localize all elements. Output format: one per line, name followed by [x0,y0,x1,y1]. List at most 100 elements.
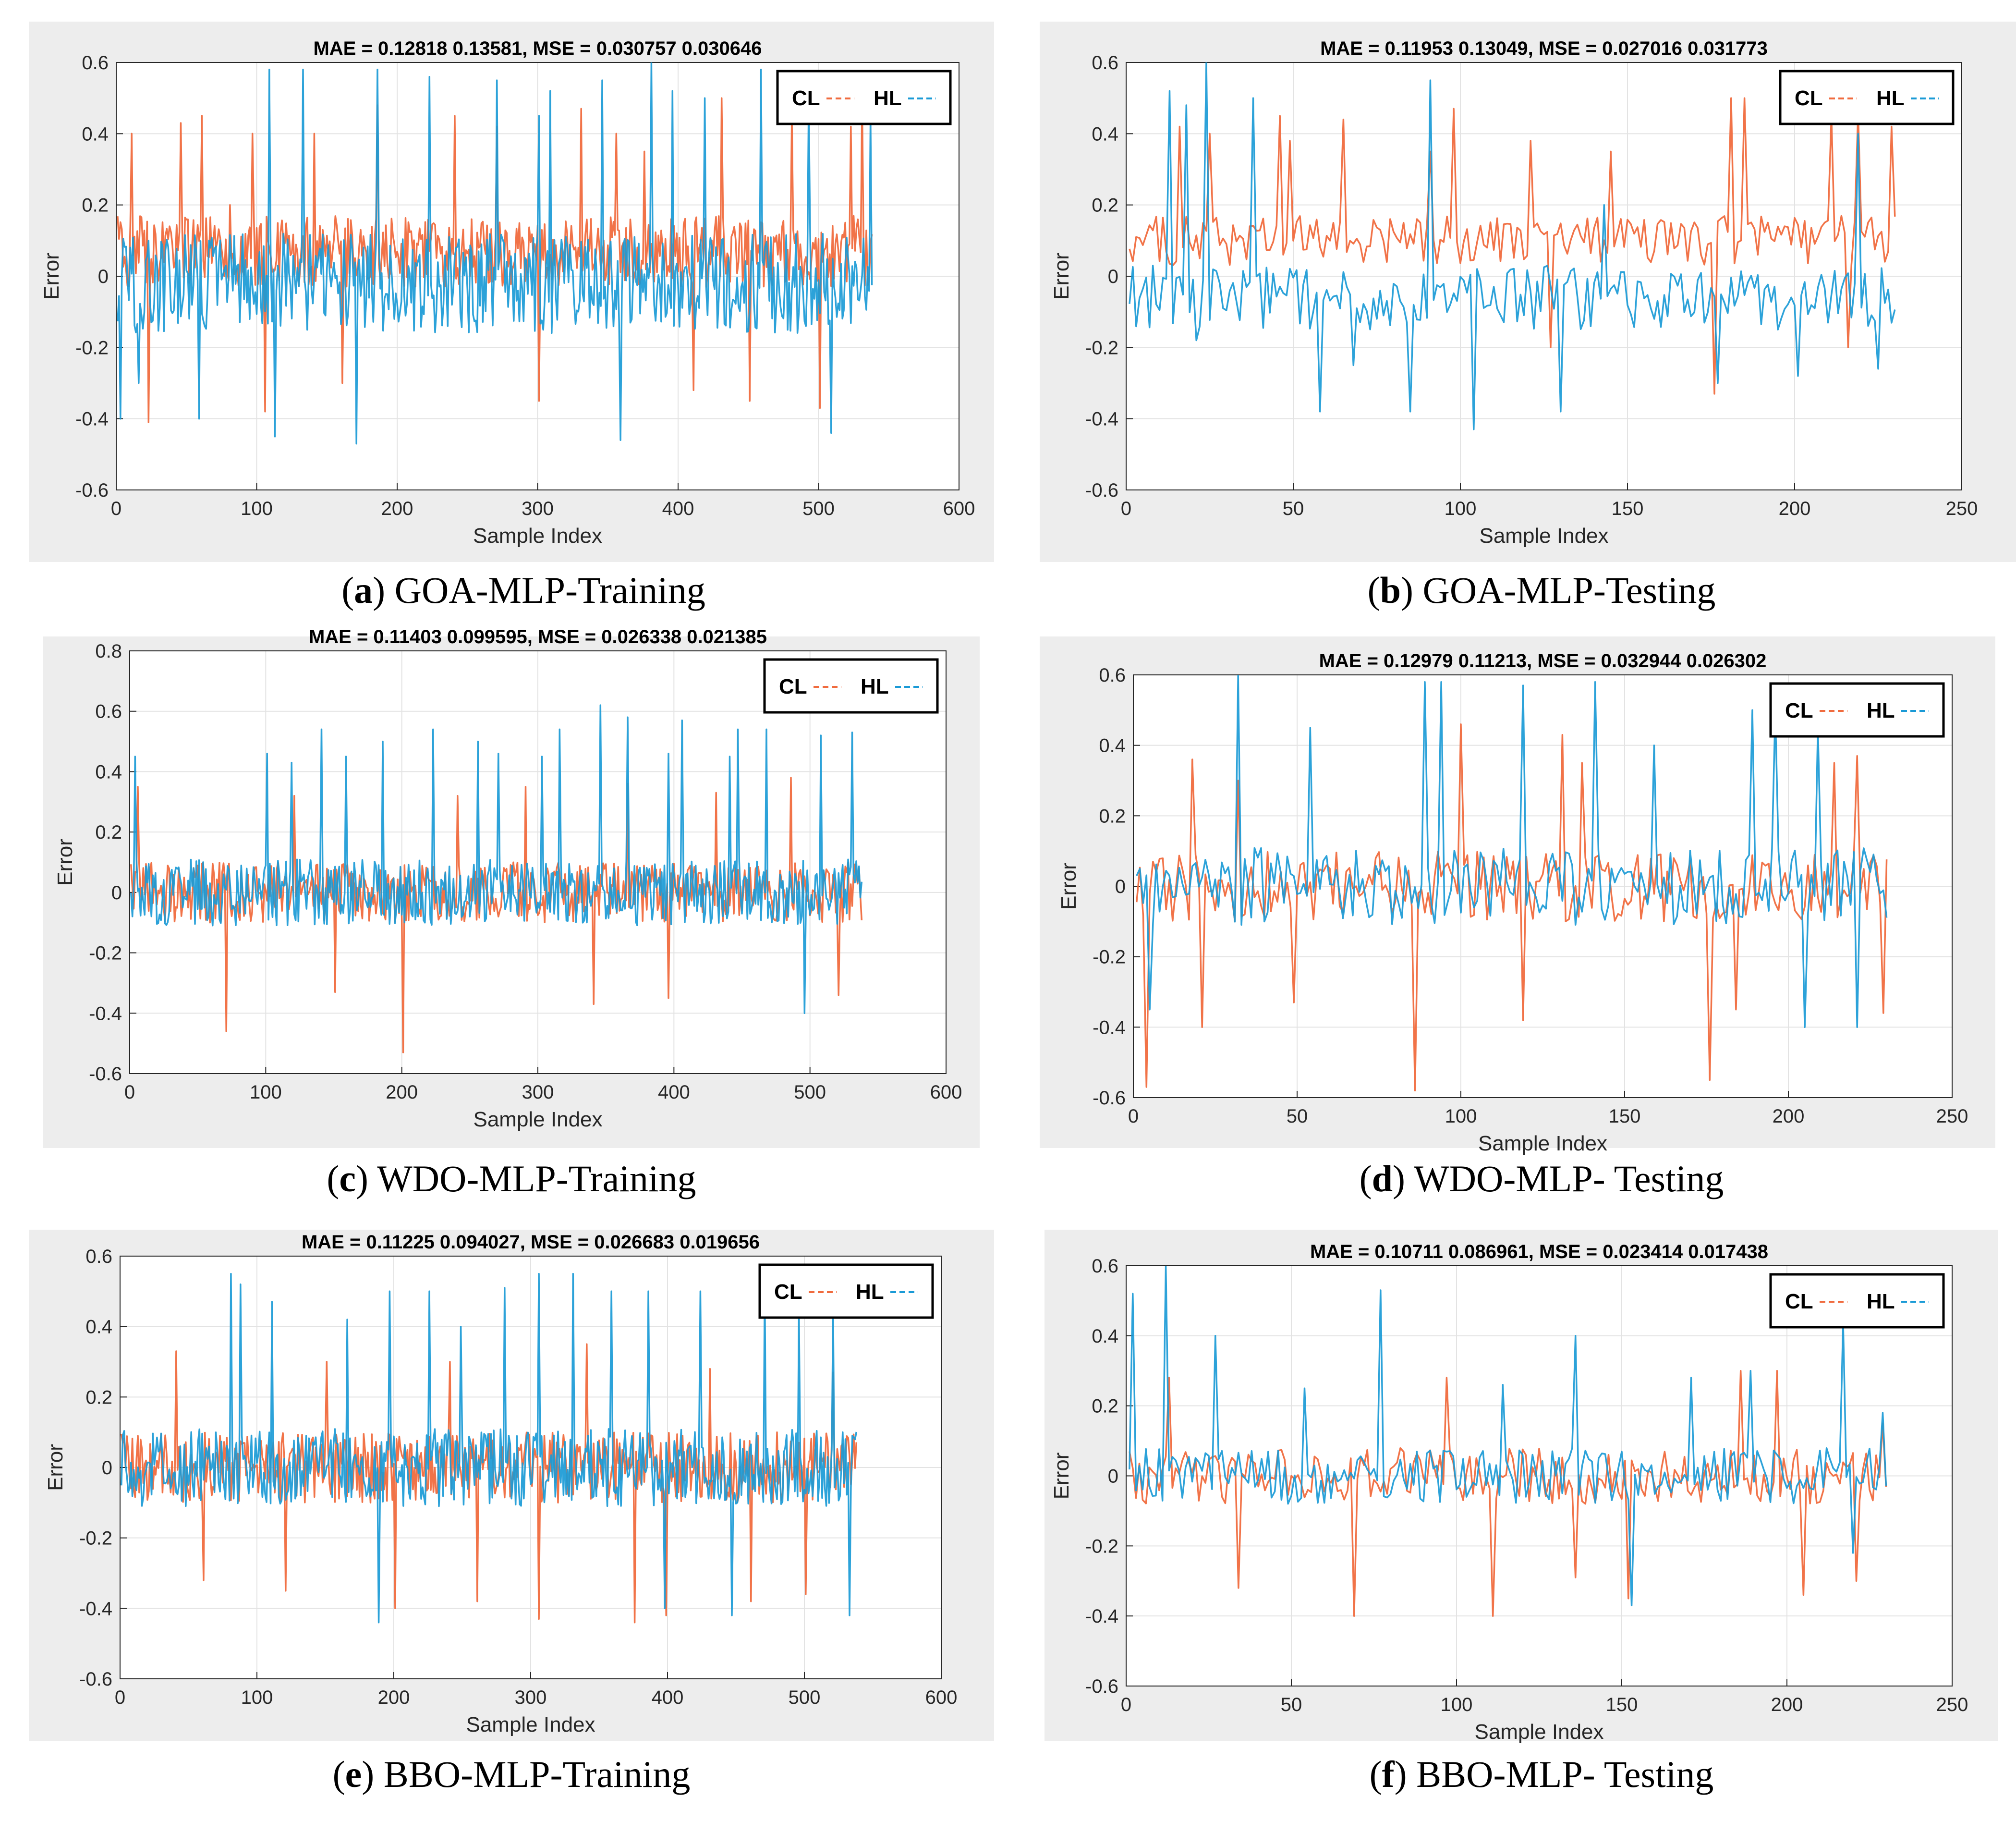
x-tick-label: 250 [1936,1106,1968,1127]
legend-label-cl: CL [774,1280,802,1304]
y-tick-label: 0.6 [85,1246,112,1267]
caption-open-paren: ( [327,1158,339,1199]
x-tick-label: 0 [1128,1106,1139,1127]
chart-panel-e: 0 100 200 300 400 500 600 -0.6 -0.4 -0.2 0 0.2 0.4 0.… [29,1230,994,1795]
x-axis-label: Sample Index [473,1108,602,1131]
x-tick-label: 200 [381,498,413,519]
legend: CL HL [1769,682,1945,738]
x-axis-label: Sample Index [1474,1720,1603,1744]
x-tick-label: 600 [930,1082,962,1103]
y-tick-label: 0.2 [1099,806,1126,827]
legend: CL HL [763,658,939,714]
x-tick-label: 300 [515,1687,547,1708]
y-tick-label: -0.2 [89,943,122,964]
y-tick-label: 0 [111,882,122,904]
panel-caption: (f) BBO-MLP- Testing [1370,1753,1714,1795]
x-tick-label: 0 [1121,498,1131,519]
plot-frame [1126,1265,1953,1687]
metrics-title: MAE = 0.12818 0.13581, MSE = 0.030757 0.… [313,38,762,59]
x-tick-label: 150 [1609,1106,1641,1127]
legend-label-hl: HL [1867,1290,1895,1313]
y-tick-label: 0.6 [95,701,122,722]
y-tick-label: -0.4 [1085,409,1118,430]
legend-label-cl: CL [1795,86,1823,110]
y-axis-label: Error [44,1444,67,1491]
y-tick-label: 0 [102,1457,112,1479]
y-tick-label: -0.6 [1093,1088,1126,1109]
legend-label-hl: HL [874,86,902,110]
caption-text: BBO-MLP- Testing [1407,1753,1714,1795]
caption-letter: d [1372,1158,1393,1199]
y-tick-label: 0 [1108,1466,1118,1487]
legend-label-hl: HL [1876,86,1905,110]
x-tick-label: 200 [386,1082,418,1103]
caption-letter: f [1382,1753,1395,1795]
x-tick-label: 500 [802,498,835,519]
plot-frame [129,650,947,1074]
y-tick-label: -0.6 [75,480,109,501]
x-tick-label: 300 [522,498,554,519]
y-tick-label: -0.4 [1093,1017,1126,1038]
caption-text: WDO-MLP- Testing [1405,1158,1724,1199]
chart-panel-a: 0 100 200 300 400 500 600 -0.6 -0.4 -0.2 0 0.2 0.4 0.… [29,22,994,611]
y-tick-label: 0.4 [85,1317,112,1338]
x-tick-label: 50 [1283,498,1304,519]
x-tick-label: 0 [111,498,121,519]
metrics-title: MAE = 0.12979 0.11213, MSE = 0.032944 0.… [1319,650,1767,672]
caption-close-paren: ) [1401,569,1413,611]
x-tick-label: 500 [789,1687,821,1708]
panel-caption: (d) WDO-MLP- Testing [1360,1158,1724,1199]
panel-caption: (c) WDO-MLP-Training [327,1158,696,1199]
y-tick-label: -0.6 [1085,480,1118,501]
caption-text: GOA-MLP-Training [385,569,705,611]
series-line-hl [117,62,873,445]
y-axis-label: Error [40,253,63,300]
legend: CL HL [776,70,952,125]
series-line-cl [1129,1370,1887,1617]
caption-open-paren: ( [1360,1158,1372,1199]
y-axis-label: Error [1050,253,1073,300]
y-axis-label: Error [53,839,77,886]
caption-text: WDO-MLP-Training [368,1158,696,1199]
caption-open-paren: ( [333,1753,345,1795]
y-tick-label: 0.2 [95,822,122,843]
y-tick-label: 0.4 [1092,123,1118,145]
caption-letter: a [354,569,373,611]
x-axis-label: Sample Index [1478,1132,1607,1155]
y-tick-label: 0 [98,266,109,287]
caption-letter: c [339,1158,356,1199]
plot-frame [116,62,959,490]
x-tick-label: 0 [124,1082,135,1103]
y-tick-label: 0.2 [82,195,109,216]
y-tick-label: -0.4 [75,409,109,430]
x-tick-label: 500 [794,1082,826,1103]
caption-text: GOA-MLP-Testing [1413,569,1715,611]
y-tick-label: 0.6 [1092,1256,1118,1277]
y-tick-label: -0.4 [79,1598,112,1619]
panel-caption: (a) GOA-MLP-Training [341,569,705,611]
y-tick-label: -0.2 [1085,337,1118,358]
y-tick-label: -0.6 [79,1669,112,1690]
x-tick-label: 300 [522,1082,554,1103]
series-line-hl [1136,675,1888,1028]
legend-label-cl: CL [1785,1290,1813,1313]
x-tick-label: 600 [943,498,975,519]
panel-caption: (b) GOA-MLP-Testing [1368,569,1716,611]
x-axis-label: Sample Index [1479,524,1608,548]
caption-close-paren: ) [1395,1753,1407,1795]
x-tick-label: 400 [658,1082,690,1103]
series-line-hl [130,704,863,1014]
x-tick-label: 200 [1771,1694,1803,1715]
y-tick-label: 0 [1115,876,1126,897]
x-tick-label: 100 [241,1687,273,1708]
y-tick-label: 0.6 [1092,52,1118,73]
chart-panel-f: 0 50 100 150 200 250 -0.6 -0.4 -0.2 0 0.2 0.4 0.6 MAE… [1044,1230,1998,1795]
x-tick-label: 50 [1281,1694,1302,1715]
legend-label-cl: CL [792,86,820,110]
series-line-hl [1129,1266,1887,1607]
caption-close-paren: ) [356,1158,368,1199]
y-tick-label: 0.2 [1092,1396,1118,1417]
caption-open-paren: ( [1370,1753,1382,1795]
metrics-title: MAE = 0.10711 0.086961, MSE = 0.023414 0… [1310,1241,1768,1262]
x-tick-label: 50 [1287,1106,1308,1127]
